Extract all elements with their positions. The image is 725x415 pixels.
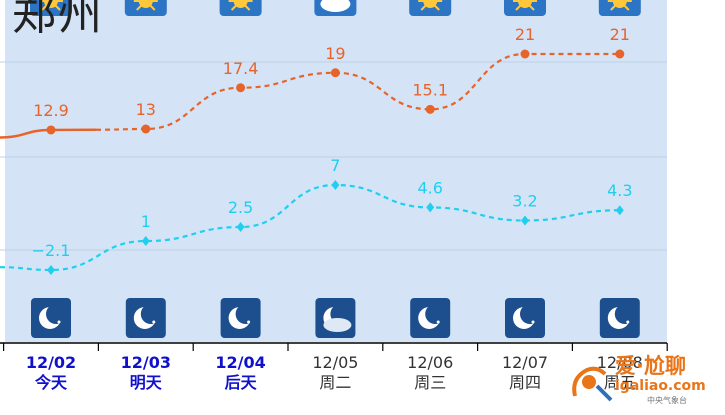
- star: [247, 320, 251, 324]
- sun-ray: [515, 0, 528, 11]
- weekday-label: 明天: [130, 373, 163, 392]
- low-temp-point: [521, 215, 529, 226]
- moon-shadow: [46, 304, 66, 324]
- watermark-main: 爱·尬聊: [615, 354, 686, 378]
- watermark-sub: 中央气象台: [647, 396, 687, 405]
- weekday-label: 周二: [319, 373, 351, 392]
- star: [626, 320, 630, 324]
- high-temp-label: 12.9: [33, 101, 69, 120]
- low-temp-label: 4.6: [417, 178, 442, 197]
- watermark-url: igaliao.com: [615, 378, 706, 394]
- high-temp-label: 13: [136, 100, 156, 119]
- weekday-label: 周四: [509, 373, 541, 392]
- low-temp-forecast-line: [0, 183, 620, 272]
- sun-ray: [136, 0, 149, 11]
- moon-shadow: [235, 304, 256, 324]
- sun-ray: [41, 0, 54, 11]
- low-temp-label: −2.1: [32, 241, 71, 260]
- low-temp-label: 7: [330, 156, 340, 175]
- date-label: 12/02: [26, 353, 76, 372]
- low-temp-label: 4.3: [607, 181, 632, 200]
- low-temp-label: 3.2: [512, 191, 537, 210]
- high-temp-label: 17.4: [223, 59, 259, 78]
- date-label: 12/08: [597, 353, 643, 372]
- low-temp-point: [426, 202, 435, 213]
- chart-panel: [5, 0, 667, 342]
- high-temp-label: 21: [515, 25, 535, 44]
- sun-ray: [420, 0, 433, 11]
- date-label: 12/04: [215, 353, 265, 372]
- low-temp-point: [47, 265, 55, 275]
- cloud-icon: [323, 318, 352, 332]
- cloudy-icon: [320, 0, 351, 12]
- high-temp-point: [520, 49, 530, 59]
- low-temp-point: [141, 236, 150, 247]
- moon-shadow: [520, 304, 540, 324]
- low-temp-point: [331, 180, 340, 190]
- date-label: 12/05: [312, 353, 358, 372]
- sun-ray: [610, 0, 623, 11]
- moon-shadow: [425, 304, 446, 324]
- star: [57, 320, 61, 324]
- high-temp-point: [236, 83, 246, 93]
- high-temp-label: 21: [610, 25, 630, 44]
- high-temp-point: [46, 125, 56, 135]
- date-label: 12/06: [407, 353, 453, 372]
- high-temp-point: [141, 124, 151, 134]
- weekday-label: 后天: [225, 373, 258, 392]
- watermark: 爱·尬聊 igaliao.com 中央气象台: [567, 350, 717, 405]
- sun-ray: [230, 0, 244, 11]
- low-temp-point: [236, 222, 245, 233]
- low-temp-label: 2.5: [228, 198, 253, 217]
- date-label: 12/07: [502, 353, 548, 372]
- high-temp-solid-line: [0, 128, 52, 139]
- high-temp-label: 19: [325, 44, 345, 63]
- low-temp-point: [615, 205, 624, 216]
- star: [436, 320, 440, 324]
- moon-shadow: [614, 304, 635, 324]
- star: [531, 320, 535, 324]
- watermark-logo-icon: [572, 366, 613, 402]
- moon-shadow: [140, 304, 161, 324]
- weekday-label: 周三: [414, 373, 446, 392]
- low-temp-label: 1: [141, 212, 151, 231]
- city-title: 郑州: [12, 0, 104, 40]
- high-temp-point: [615, 49, 625, 59]
- high-temp-point: [330, 68, 340, 78]
- weekday-label: 周五: [604, 373, 636, 392]
- star: [152, 320, 156, 324]
- high-temp-label: 15.1: [412, 80, 448, 99]
- high-temp-point: [425, 104, 435, 114]
- date-label: 12/03: [121, 353, 171, 372]
- weekday-label: 今天: [34, 373, 68, 392]
